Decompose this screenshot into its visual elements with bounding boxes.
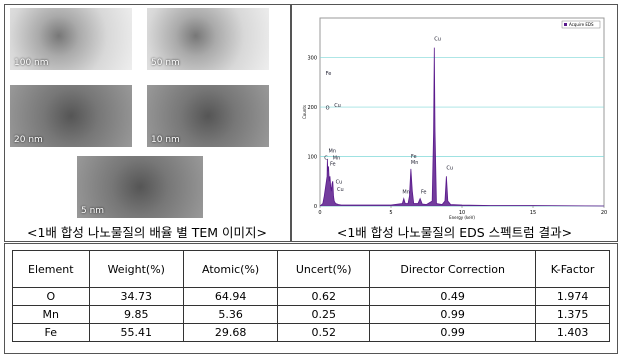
tem-image: 5 nm (77, 156, 203, 218)
x-tick-label: 20 (601, 210, 607, 216)
table-cell: 9.85 (88, 305, 184, 324)
table-cell: 1.403 (535, 323, 610, 342)
table-cell: 0.62 (277, 287, 371, 306)
peak-label: Mn (333, 155, 340, 161)
header-row: Element Weight(%) Atomic(%) Uncert(%) Direct… (12, 250, 610, 288)
scale-label: 50 nm (151, 58, 180, 68)
table-row: Fe 55.41 29.68 0.52 0.99 1.403 (12, 323, 610, 342)
peak-label: Fe (326, 71, 332, 77)
header-cell: Director Correction (369, 250, 537, 288)
scale-label: 100 nm (14, 58, 49, 68)
peak-label: Cu (334, 103, 341, 109)
peak-label: Mn (329, 149, 336, 155)
y-tick-label: 0 (314, 204, 317, 210)
y-axis-label: Counts (302, 105, 307, 119)
header-cell: Weight(%) (88, 250, 184, 288)
y-tick-label: 100 (307, 155, 317, 161)
y-tick-label: 200 (307, 105, 317, 111)
header-cell: K-Factor (535, 250, 610, 288)
table-cell: 55.41 (88, 323, 184, 342)
x-tick-label: 0 (318, 210, 321, 216)
tem-image: 10 nm (147, 85, 269, 147)
x-tick-label: 5 (389, 210, 392, 216)
table-row: O 34.73 64.94 0.62 0.49 1.974 (12, 287, 610, 306)
table-cell: 5.36 (182, 305, 279, 324)
x-tick-label: 10 (459, 210, 465, 216)
table-cell: 0.99 (369, 323, 537, 342)
tem-image: 100 nm (10, 8, 132, 70)
header-cell: Element (12, 250, 90, 288)
table-cell: 0.25 (277, 305, 371, 324)
table-cell: O (12, 287, 90, 306)
table-cell: 64.94 (182, 287, 279, 306)
header-cell: Atomic(%) (182, 250, 279, 288)
table-cell: 0.99 (369, 305, 537, 324)
table-frame (4, 243, 618, 354)
legend-swatch (564, 23, 567, 26)
table-cell: Mn (12, 305, 90, 324)
peak-label: O (326, 106, 330, 112)
table-cell: 29.68 (182, 323, 279, 342)
data-table: Element Weight(%) Atomic(%) Uncert(%) Direct… (12, 250, 610, 342)
table-row: Mn 9.85 5.36 0.25 0.99 1.375 (12, 305, 610, 324)
table-cell: 1.974 (535, 287, 610, 306)
y-tick-label: 300 (307, 56, 317, 62)
plot-bg (319, 17, 605, 207)
figure-frame (4, 4, 618, 242)
table-cell: 0.52 (277, 323, 371, 342)
x-tick-label: 15 (530, 210, 536, 216)
scale-label: 5 nm (81, 206, 105, 216)
caption: <1배 합성 나노물질의 배율 별 TEM 이미지> (26, 225, 268, 240)
caption: <1배 합성 나노물질의 EDS 스펙트럼 결과> (336, 225, 573, 240)
table-cell: 1.375 (535, 305, 610, 324)
peak-label: Fe (330, 161, 336, 167)
peak-label: C (324, 155, 328, 161)
scale-label: 20 nm (14, 135, 43, 145)
spectrum (319, 47, 605, 207)
peak-label: Fe (421, 190, 427, 196)
table-cell: Fe (12, 323, 90, 342)
header-cell: Uncert(%) (277, 250, 371, 288)
table-cell: 34.73 (88, 287, 184, 306)
divider (290, 4, 292, 242)
peak-label: Cu (446, 165, 453, 171)
peak-label: Mn (411, 160, 418, 166)
peak-label: Cu (434, 36, 441, 42)
peak-label: Cu (337, 187, 344, 193)
scale-label: 10 nm (151, 135, 180, 145)
legend-box (561, 20, 601, 29)
tem-image: 50 nm (147, 8, 269, 70)
x-axis-label: Energy (keV) (449, 215, 475, 220)
legend-label: Acquire EDS (569, 22, 594, 27)
peak-label: Fe (411, 154, 417, 160)
peak-label: Cu (336, 180, 343, 186)
tem-image: 20 nm (10, 85, 132, 147)
peak-label: Mn (402, 190, 409, 196)
table-cell: 0.49 (369, 287, 537, 306)
